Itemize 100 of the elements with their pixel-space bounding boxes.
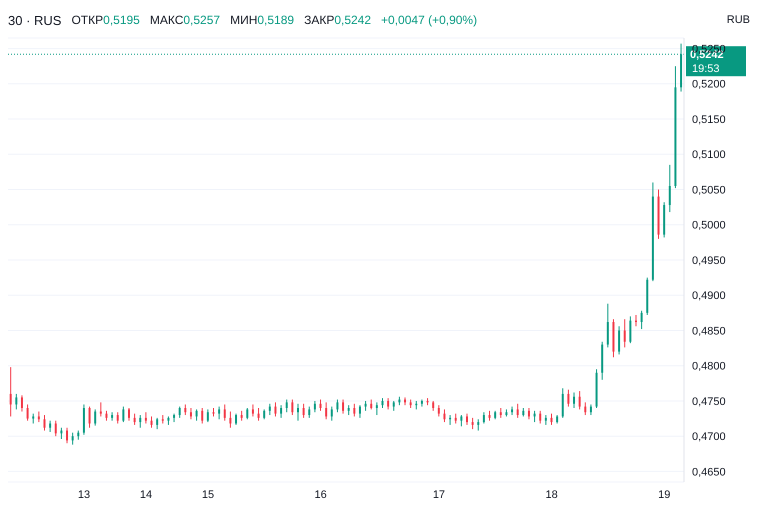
candlestick bbox=[573, 392, 576, 408]
text: ОТКР0,5195 bbox=[71, 13, 140, 27]
candlestick bbox=[246, 408, 248, 420]
candlestick bbox=[539, 410, 542, 424]
candlestick bbox=[314, 400, 316, 413]
candlestick bbox=[286, 399, 288, 413]
candlestick bbox=[320, 399, 322, 412]
text: ЗАКР0,5242 bbox=[304, 13, 372, 27]
x-tick-label: 19 bbox=[658, 488, 670, 501]
y-tick-label: 0,4850 bbox=[692, 325, 726, 338]
candlestick bbox=[358, 404, 361, 418]
candlestick bbox=[550, 413, 552, 426]
candlestick bbox=[252, 404, 254, 417]
candlestick bbox=[640, 310, 643, 330]
candlestick bbox=[66, 427, 68, 444]
y-tick-label: 0,4750 bbox=[692, 396, 726, 408]
candlestick bbox=[280, 404, 282, 418]
candlestick bbox=[606, 303, 609, 348]
candlestick bbox=[348, 404, 350, 416]
candlestick bbox=[235, 413, 238, 426]
candlestick bbox=[618, 326, 620, 355]
candlestick bbox=[49, 420, 52, 432]
candlestick bbox=[206, 408, 209, 423]
candlestick bbox=[370, 399, 372, 410]
y-tick-label: 0,4950 bbox=[692, 254, 726, 267]
candlestick bbox=[528, 408, 530, 420]
candlestick bbox=[201, 408, 204, 424]
candlestick bbox=[274, 402, 276, 417]
candlestick bbox=[263, 408, 266, 420]
candlestick bbox=[240, 410, 243, 422]
candlestick bbox=[100, 402, 102, 417]
candlestick bbox=[472, 417, 474, 430]
text: RUB bbox=[726, 14, 750, 26]
chart-title: 30 · RUS bbox=[8, 12, 62, 28]
candlestick bbox=[460, 414, 462, 427]
candlestick bbox=[88, 406, 91, 428]
candlestick bbox=[584, 402, 586, 416]
candlestick bbox=[77, 430, 80, 440]
y-tick-label: 0,4800 bbox=[692, 360, 726, 373]
y-tick-label: 0,5100 bbox=[692, 149, 726, 162]
candlestick bbox=[590, 404, 592, 416]
candlestick bbox=[466, 413, 468, 426]
y-tick-label: 0,4900 bbox=[692, 290, 726, 302]
candlestick bbox=[567, 389, 570, 408]
candlestick bbox=[94, 408, 96, 426]
candlestick bbox=[15, 393, 18, 410]
candlestick bbox=[629, 316, 632, 344]
candlestick bbox=[229, 411, 232, 428]
candlestick bbox=[258, 408, 260, 422]
candlestick bbox=[443, 408, 446, 423]
candlestick bbox=[438, 404, 440, 417]
candlestick bbox=[482, 412, 485, 424]
x-tick-label: 14 bbox=[140, 488, 152, 501]
y-tick-label: 0,5150 bbox=[692, 114, 726, 126]
candlestick bbox=[387, 398, 390, 410]
candlestick bbox=[342, 399, 344, 414]
candlestick bbox=[105, 410, 108, 422]
candlestick bbox=[392, 400, 395, 412]
candlestick bbox=[308, 406, 310, 418]
candlestick bbox=[302, 403, 305, 418]
x-tick-label: 15 bbox=[202, 488, 214, 501]
candlestick bbox=[122, 406, 124, 423]
candlestick bbox=[60, 427, 62, 440]
candlestick bbox=[128, 408, 130, 422]
candlestick bbox=[624, 318, 626, 348]
text: +0,0047 (+0,90%) bbox=[381, 13, 478, 27]
candlestick bbox=[268, 403, 271, 416]
candlestick bbox=[190, 408, 192, 420]
x-tick-label: 18 bbox=[545, 488, 558, 501]
candlestick bbox=[116, 412, 119, 424]
text: МАКС0,5257 bbox=[150, 13, 220, 27]
y-tick-label: 0,4650 bbox=[692, 466, 726, 478]
candlestick bbox=[578, 390, 581, 410]
candlestick bbox=[325, 402, 328, 420]
candlestick bbox=[432, 400, 434, 412]
candlestick bbox=[477, 418, 480, 432]
candlestick bbox=[500, 408, 502, 418]
candlestick bbox=[381, 398, 384, 408]
candlestick bbox=[26, 404, 29, 422]
candlestick bbox=[224, 404, 226, 422]
candlestick bbox=[668, 164, 671, 213]
candlestick bbox=[20, 394, 23, 412]
candlestick bbox=[330, 406, 333, 422]
candlestick bbox=[54, 420, 57, 437]
x-tick-label: 16 bbox=[314, 488, 327, 501]
candlestick bbox=[634, 314, 637, 327]
candlestick bbox=[134, 413, 136, 426]
candlestick bbox=[139, 414, 142, 428]
candlestick bbox=[43, 414, 46, 432]
candlestick bbox=[562, 388, 564, 418]
candlestick bbox=[296, 403, 299, 422]
text: МИН0,5189 bbox=[230, 13, 294, 27]
x-tick-label: 13 bbox=[78, 488, 90, 501]
candlestick bbox=[534, 410, 536, 423]
candlestick bbox=[353, 403, 356, 417]
candlestick bbox=[178, 406, 181, 418]
candlestick bbox=[218, 406, 220, 420]
candlestick bbox=[184, 404, 186, 416]
candlestick bbox=[10, 366, 12, 417]
candlestick bbox=[72, 432, 74, 446]
